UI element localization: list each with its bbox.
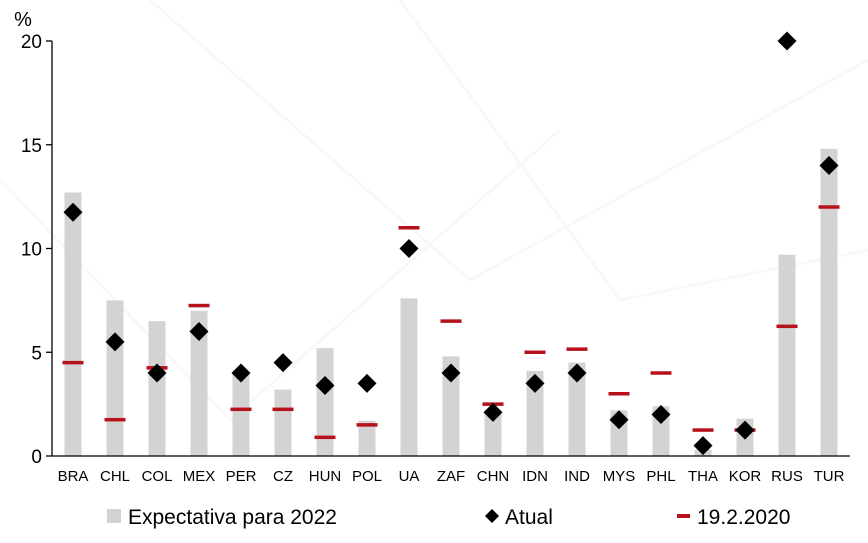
y-tick-label: 15: [21, 136, 42, 157]
background-decoration: [0, 0, 868, 420]
dash-marker: [440, 319, 462, 323]
dash-marker: [62, 360, 84, 365]
x-tick-label: PHL: [646, 468, 675, 485]
x-tick-label: KOR: [729, 468, 762, 485]
x-tick-label: IDN: [522, 468, 548, 485]
x-tick-label: MYS: [603, 468, 636, 485]
diamond-marker: [357, 373, 377, 393]
x-tick-label: CHN: [477, 468, 510, 485]
diamond-marker: [819, 156, 839, 175]
diamond-marker: [567, 363, 587, 383]
dash-marker: [104, 417, 126, 422]
legend-swatch-diamond: [485, 509, 499, 523]
diamond-marker: [231, 363, 251, 383]
diamond-marker: [273, 353, 293, 373]
dash-marker: [272, 407, 294, 412]
legend-label-bar: Expectativa para 2022: [128, 506, 337, 529]
diamond-marker: [651, 405, 671, 424]
legend-item-bar: Expectativa para 2022: [107, 506, 337, 529]
x-tick-label: CZ: [273, 468, 293, 485]
y-tick-label: 10: [21, 240, 42, 261]
bar-series: [64, 148, 838, 456]
diamond-marker: [441, 363, 461, 383]
x-tick-label: COL: [142, 468, 173, 485]
bar: [316, 348, 334, 456]
diamond-marker: [105, 332, 125, 352]
dash-marker: [566, 347, 588, 351]
x-tick-label: BRA: [58, 468, 89, 485]
diamond-marker: [525, 373, 545, 393]
bar: [442, 356, 460, 456]
dash-marker: [314, 435, 336, 440]
y-axis: 0 5 10 15 20: [21, 32, 52, 468]
legend-swatch-bar: [107, 509, 121, 523]
dash-series: [62, 205, 840, 440]
legend-label-diamond: Atual: [505, 506, 553, 529]
bar: [820, 148, 838, 456]
dash-marker: [650, 371, 672, 375]
dash-marker: [356, 423, 378, 427]
diamond-marker: [777, 31, 797, 51]
bar: [778, 254, 796, 456]
x-tick-label: MEX: [183, 468, 216, 485]
bar: [358, 420, 376, 456]
x-tick-label: THA: [688, 468, 718, 485]
diamond-marker: [609, 410, 629, 430]
x-tick-label: IND: [564, 468, 590, 485]
y-axis-unit-label: %: [14, 9, 32, 31]
dash-marker: [230, 407, 252, 412]
bar: [400, 298, 418, 456]
x-tick-label: TUR: [814, 468, 845, 485]
legend-item-diamond: Atual: [485, 506, 553, 529]
x-tick-label: HUN: [309, 468, 342, 485]
legend: Expectativa para 2022 Atual 19.2.2020: [107, 506, 790, 529]
bar: [64, 192, 82, 456]
dash-marker: [776, 324, 798, 329]
x-tick-label: CHL: [100, 468, 130, 485]
x-tick-label: PER: [226, 468, 257, 485]
bar: [568, 362, 586, 456]
dash-marker: [692, 428, 714, 432]
x-tick-label: RUS: [771, 468, 803, 485]
bar: [148, 321, 166, 456]
dash-marker: [608, 392, 630, 396]
diamond-marker: [693, 436, 713, 456]
dash-marker: [524, 350, 546, 354]
legend-swatch-dash: [677, 514, 690, 518]
diamond-marker: [315, 375, 335, 395]
legend-label-dash: 19.2.2020: [697, 506, 790, 529]
bar: [274, 389, 292, 456]
x-tick-label: POL: [352, 468, 382, 485]
diamond-series: [63, 31, 839, 456]
diamond-marker: [735, 420, 755, 440]
dash-marker: [818, 205, 840, 209]
x-tick-label: UA: [399, 468, 420, 485]
dash-marker: [188, 303, 210, 308]
y-tick-label: 5: [31, 343, 42, 364]
bar: [232, 373, 250, 456]
bar: [190, 310, 208, 456]
dash-marker: [398, 226, 420, 230]
diamond-marker: [189, 322, 209, 341]
bar: [526, 370, 544, 456]
diamond-marker: [483, 402, 503, 422]
diamond-marker: [147, 363, 167, 383]
bar: [484, 410, 502, 456]
y-tick-label: 20: [21, 32, 42, 53]
diamond-marker: [63, 202, 83, 222]
x-tick-label: ZAF: [437, 468, 465, 485]
x-axis-labels: BRA CHL COL MEX PER CZ HUN POL UA ZAF CHN IDN IND MYS…: [58, 468, 845, 485]
legend-item-dash: 19.2.2020: [677, 506, 790, 529]
y-tick-label: 0: [31, 447, 42, 468]
diamond-marker: [399, 239, 419, 258]
bar: [106, 300, 124, 456]
